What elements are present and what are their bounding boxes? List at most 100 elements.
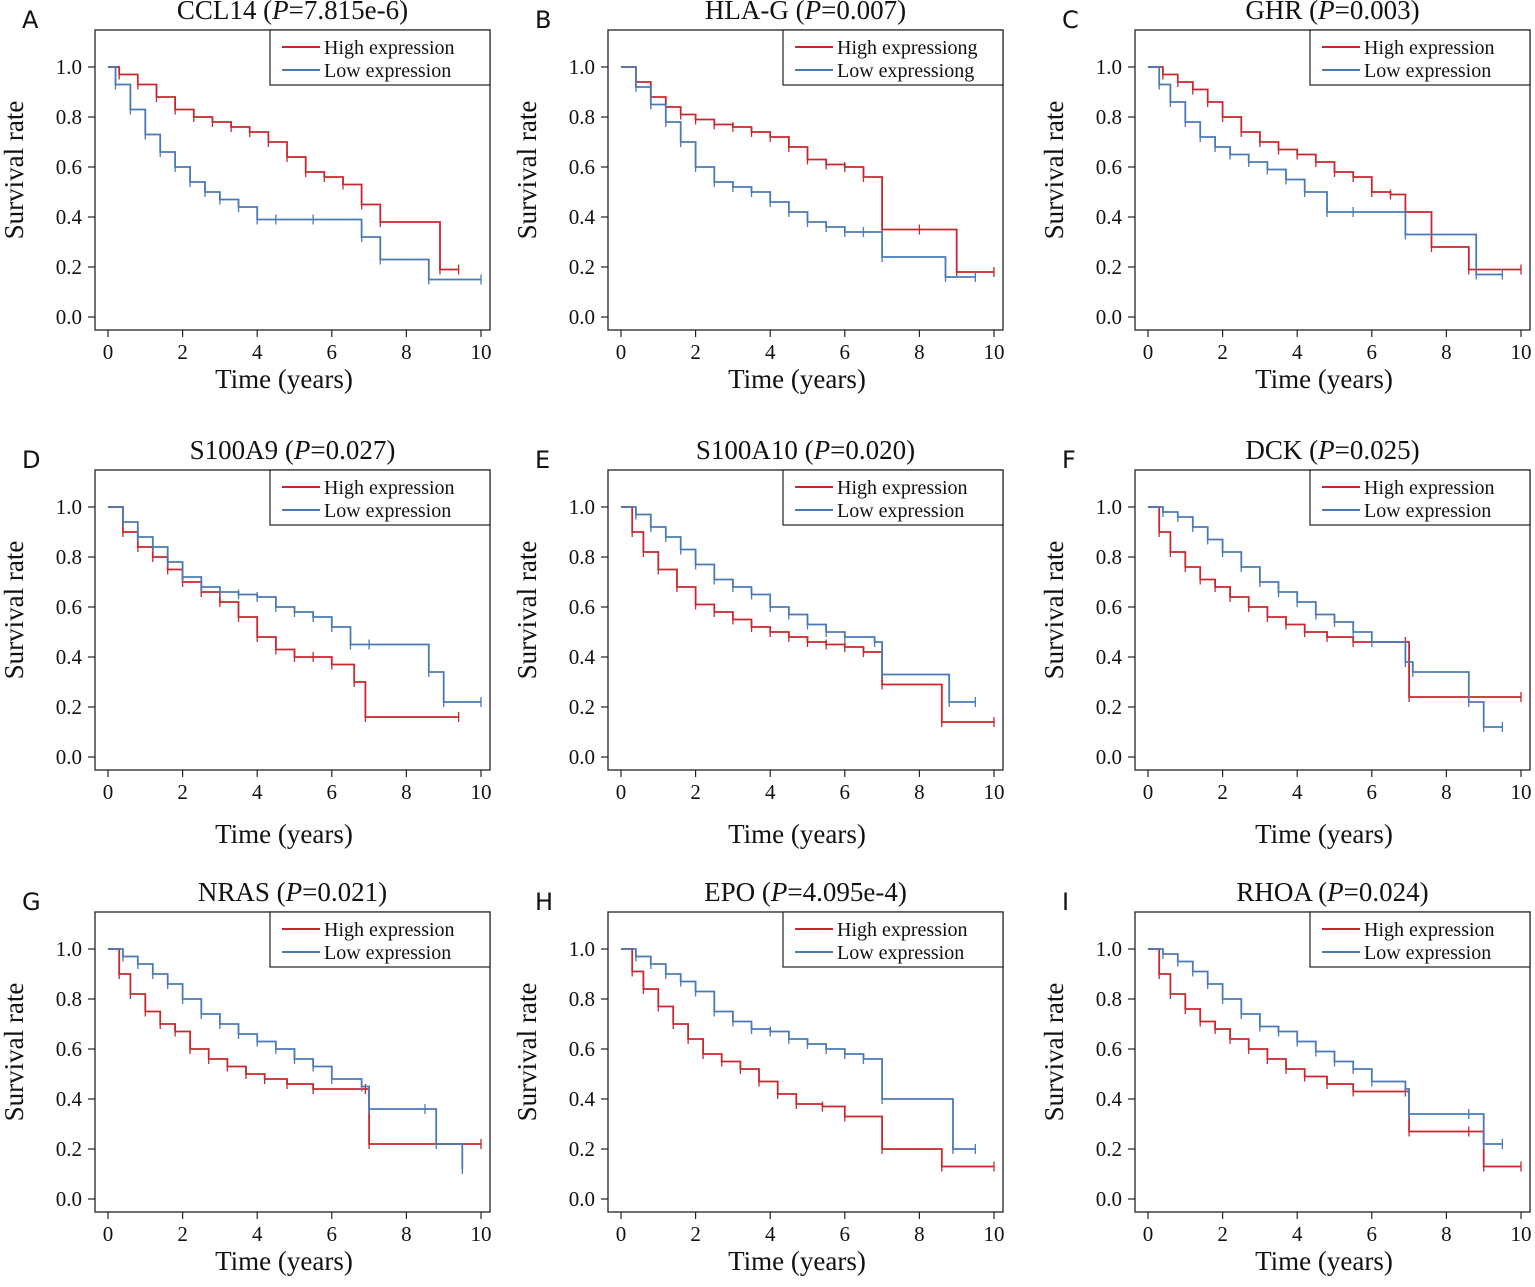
y-tick-label: 1.0 (56, 495, 82, 519)
x-axis-label: Time (years) (215, 819, 353, 849)
panel-title: HLA-G (P=0.007) (705, 0, 906, 25)
legend-label-low: Low expression (837, 500, 964, 522)
title-p-value: =7.815e-6) (289, 0, 408, 25)
legend-label-high: High expression (324, 919, 455, 941)
y-axis-label: Survival rate (1039, 983, 1069, 1122)
y-tick-label: 1.0 (569, 495, 595, 519)
title-p-value: =0.024) (1344, 877, 1429, 907)
panel-letter: G (22, 888, 41, 916)
x-tick-label: 4 (1292, 340, 1303, 364)
legend-label-high: High expression (837, 477, 968, 499)
panel-letter: A (22, 6, 39, 34)
legend-label-low: Low expression (1364, 500, 1491, 522)
panel-title: CCL14 (P=7.815e-6) (177, 0, 408, 25)
title-gene: GHR ( (1245, 0, 1318, 25)
x-tick-label: 8 (914, 1222, 925, 1246)
title-p-symbol: P (271, 0, 289, 25)
y-tick-label: 0.8 (569, 545, 595, 569)
title-p-value: =0.027) (310, 435, 395, 465)
legend-label-low: Low expression (837, 942, 964, 964)
y-tick-label: 0.8 (1096, 545, 1122, 569)
x-axis-label: Time (years) (728, 1246, 866, 1276)
y-axis-label: Survival rate (512, 983, 542, 1122)
title-p-value: =0.003) (1335, 0, 1420, 25)
survival-curve-high (621, 66, 994, 273)
survival-curve-high (1148, 506, 1521, 698)
x-tick-label: 10 (984, 1222, 1005, 1246)
x-tick-label: 0 (1143, 1222, 1154, 1246)
panel-g: G NRAS (P=0.021) 0.0 0.2 0.4 0.6 0.8 1.0 0 2 4 6 8 10… (0, 877, 492, 1276)
y-tick-label: 1.0 (569, 937, 595, 961)
legend-box (269, 29, 491, 86)
survival-curve-low (1148, 506, 1503, 728)
y-tick-label: 0.6 (569, 1037, 595, 1061)
legend-label-low: Low expression (324, 500, 451, 522)
y-tick-label: 0.6 (1096, 155, 1122, 179)
legend-label-high: High expression (1364, 477, 1495, 499)
legend-box (1309, 29, 1531, 86)
title-p-symbol: P (293, 435, 311, 465)
title-p-value: =0.021) (302, 877, 387, 907)
x-tick-label: 4 (252, 1222, 263, 1246)
y-tick-label: 0.4 (56, 645, 83, 669)
y-tick-label: 0.8 (56, 545, 82, 569)
title-p-symbol: P (1326, 877, 1344, 907)
x-tick-label: 6 (1367, 780, 1378, 804)
panel-letter: H (535, 888, 553, 916)
y-tick-label: 0.0 (1096, 745, 1122, 769)
title-p-value: =0.007) (821, 0, 906, 25)
y-tick-label: 0.6 (569, 155, 595, 179)
panel-a: A CCL14 (P=7.815e-6) 0.0 0.2 0.4 0.6 0.8 1.0 0 2 4… (0, 0, 492, 394)
survival-curve-high (108, 948, 481, 1145)
x-axis-label: Time (years) (1255, 364, 1393, 394)
y-tick-label: 0.0 (56, 305, 82, 329)
y-tick-label: 0.2 (56, 255, 82, 279)
x-tick-label: 8 (914, 340, 925, 364)
legend-label-low: Low expression (1364, 942, 1491, 964)
x-tick-label: 10 (1511, 1222, 1532, 1246)
y-tick-label: 0.2 (569, 255, 595, 279)
x-tick-label: 4 (252, 340, 263, 364)
survival-curve-low (1148, 948, 1503, 1145)
panel-title: EPO (P=4.095e-4) (704, 877, 907, 907)
x-tick-label: 2 (1217, 340, 1228, 364)
y-tick-label: 0.2 (1096, 1137, 1122, 1161)
y-tick-label: 0.2 (56, 695, 82, 719)
x-axis-label: Time (years) (728, 819, 866, 849)
title-gene: DCK ( (1245, 435, 1318, 465)
x-tick-label: 6 (840, 340, 851, 364)
y-tick-label: 0.2 (56, 1137, 82, 1161)
x-tick-label: 10 (1511, 780, 1532, 804)
panel-letter: B (535, 6, 551, 34)
title-p-symbol: P (1317, 435, 1335, 465)
y-tick-label: 0.6 (56, 1037, 82, 1061)
title-gene: S100A10 ( (696, 435, 814, 465)
legend-box (1309, 469, 1531, 526)
x-tick-label: 10 (471, 1222, 492, 1246)
x-tick-label: 0 (616, 1222, 627, 1246)
x-tick-label: 0 (616, 340, 627, 364)
x-tick-label: 8 (1441, 340, 1452, 364)
y-tick-label: 0.8 (56, 105, 82, 129)
title-gene: HLA-G ( (705, 0, 805, 25)
x-tick-label: 2 (690, 1222, 701, 1246)
y-tick-label: 0.0 (56, 1187, 82, 1211)
x-tick-label: 8 (1441, 1222, 1452, 1246)
legend-label-high: High expression (324, 477, 455, 499)
y-tick-label: 1.0 (569, 55, 595, 79)
y-tick-label: 0.2 (1096, 255, 1122, 279)
legend-label-high: High expression (324, 37, 455, 59)
x-tick-label: 8 (1441, 780, 1452, 804)
x-axis-label: Time (years) (1255, 819, 1393, 849)
legend-box (782, 469, 1004, 526)
survival-curve-low (1148, 66, 1503, 276)
y-axis-label: Survival rate (1039, 541, 1069, 680)
legend-box (782, 29, 1004, 86)
title-p-value: =0.025) (1335, 435, 1420, 465)
legend-box (782, 911, 1004, 968)
y-tick-label: 0.6 (569, 595, 595, 619)
x-tick-label: 8 (914, 780, 925, 804)
y-tick-label: 0.4 (569, 1087, 596, 1111)
x-axis-label: Time (years) (1255, 1246, 1393, 1276)
x-tick-label: 2 (177, 340, 188, 364)
